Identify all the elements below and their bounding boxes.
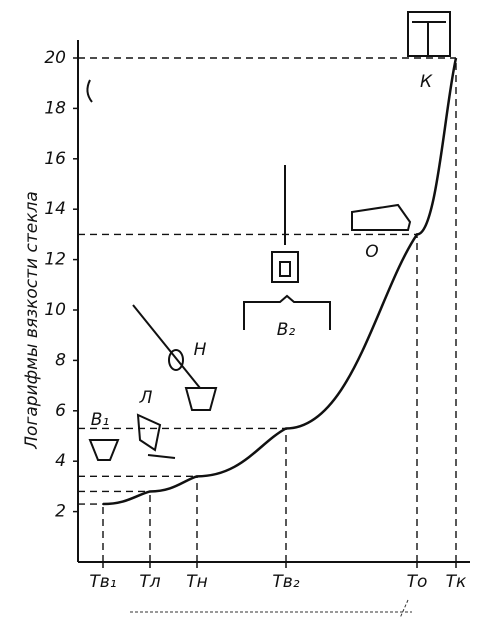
y-tick-label: 12: [44, 250, 66, 270]
x-tick-label: Тк: [446, 572, 467, 592]
x-tick-label: Тн: [186, 572, 208, 592]
y-tick-label: 8: [55, 350, 66, 370]
y-tick-label: 18: [44, 98, 66, 118]
x-tick-label: Тв₁: [89, 572, 116, 592]
y-tick-label: 20: [44, 48, 66, 68]
annotation: О: [365, 242, 378, 262]
y-tick-label: 4: [55, 451, 66, 471]
icons: [87, 12, 450, 618]
y-tick-label: 10: [44, 300, 66, 320]
y-tick-label: 6: [55, 401, 66, 421]
x-tick-label: Тл: [139, 572, 160, 592]
x-tick-label: Тв₂: [272, 572, 299, 592]
y-tick-label: 16: [44, 149, 66, 169]
annotation: Л: [139, 388, 153, 408]
y-axis-label: Логарифмы вязкости стекла: [22, 191, 42, 449]
y-tick-label: 2: [55, 502, 66, 522]
y-tick-label: 14: [44, 199, 66, 219]
annotation: В₂: [277, 320, 296, 340]
annotation: К: [420, 72, 433, 92]
annotation: В₁: [91, 410, 109, 430]
chart: Логарифмы вязкости стекла 2 4 6 8 10 12 14 16 18…: [0, 0, 488, 618]
x-tick-label: То: [407, 572, 428, 592]
annotation: Н: [194, 340, 207, 360]
